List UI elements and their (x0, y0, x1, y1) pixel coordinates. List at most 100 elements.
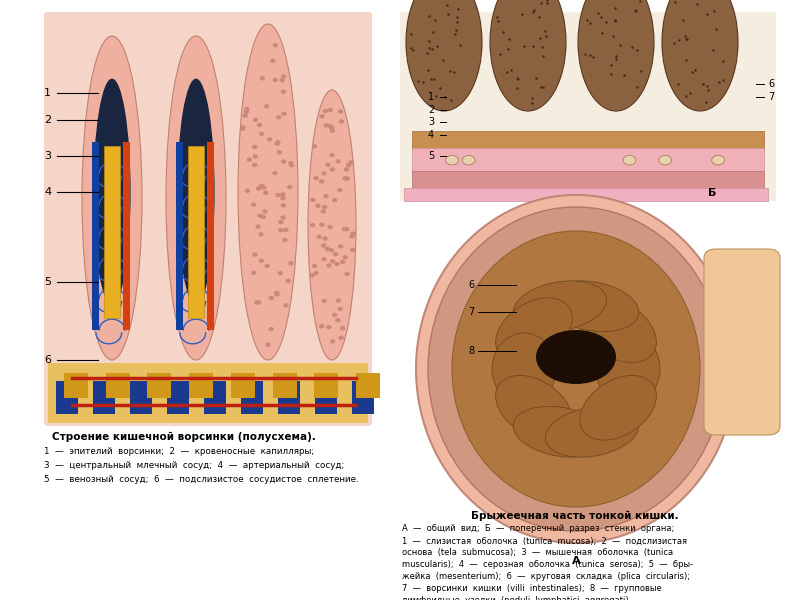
Circle shape (345, 168, 349, 171)
Circle shape (280, 79, 284, 82)
Circle shape (274, 79, 278, 82)
Circle shape (346, 177, 350, 180)
Circle shape (253, 163, 257, 166)
Text: Б: Б (708, 188, 716, 198)
Ellipse shape (496, 376, 572, 440)
Text: 5  —  венозный  сосуд;  6  —  подслизистое  сосудистое  сплетение.: 5 — венозный сосуд; 6 — подслизистое сос… (44, 475, 358, 484)
Circle shape (258, 124, 262, 127)
Circle shape (322, 172, 326, 175)
Ellipse shape (546, 406, 638, 457)
Circle shape (278, 151, 282, 154)
Circle shape (310, 274, 314, 277)
Circle shape (334, 253, 338, 256)
Circle shape (320, 223, 324, 226)
Bar (241, 381, 263, 414)
Circle shape (257, 187, 261, 190)
Circle shape (260, 77, 264, 80)
Ellipse shape (496, 298, 572, 362)
Bar (352, 381, 374, 414)
Circle shape (320, 115, 324, 118)
Circle shape (289, 262, 293, 265)
Text: 4: 4 (44, 187, 51, 197)
Text: 5: 5 (44, 277, 51, 287)
Circle shape (246, 189, 250, 192)
Circle shape (712, 155, 725, 165)
Text: 1: 1 (44, 88, 51, 98)
Ellipse shape (94, 79, 130, 305)
Bar (56, 381, 78, 414)
Circle shape (266, 265, 270, 268)
Circle shape (333, 199, 337, 202)
Circle shape (316, 204, 320, 207)
Circle shape (345, 272, 349, 275)
Text: Брыжеечная часть тонкой кишки.: Брыжеечная часть тонкой кишки. (470, 511, 678, 521)
Circle shape (314, 272, 318, 275)
Bar (412, 148, 764, 172)
Circle shape (259, 184, 263, 187)
Ellipse shape (514, 406, 606, 457)
Circle shape (330, 248, 334, 251)
Circle shape (257, 301, 261, 304)
Circle shape (346, 164, 350, 167)
Circle shape (310, 224, 314, 227)
Bar (104, 146, 120, 318)
Circle shape (323, 237, 327, 240)
Text: Строение кишечной ворсинки (полусхема).: Строение кишечной ворсинки (полусхема). (52, 432, 316, 442)
Bar (315, 381, 338, 414)
Circle shape (255, 301, 259, 304)
Circle shape (252, 271, 256, 274)
Circle shape (265, 105, 269, 108)
Ellipse shape (580, 298, 656, 362)
Ellipse shape (82, 36, 142, 360)
Bar (404, 188, 768, 201)
Ellipse shape (452, 231, 700, 507)
Bar (207, 142, 214, 330)
Bar (400, 12, 776, 201)
Circle shape (319, 325, 323, 328)
Text: muscularis);  4  —  серозная  оболочка  (tunica  serosa);  5  —  бры-: muscularis); 4 — серозная оболочка (tuni… (402, 560, 693, 569)
Circle shape (269, 328, 273, 331)
Circle shape (327, 326, 331, 329)
Ellipse shape (178, 79, 214, 305)
Circle shape (330, 127, 334, 130)
Text: 7  —  ворсинки  кишки  (villi  intestinales);  8  —  групповые: 7 — ворсинки кишки (villi intestinales);… (402, 584, 662, 593)
Circle shape (275, 142, 279, 145)
Circle shape (658, 155, 671, 165)
Text: 3  —  центральный  млечный  сосуд;  4  —  артериальный  сосуд;: 3 — центральный млечный сосуд; 4 — артер… (44, 461, 344, 470)
Bar (204, 381, 226, 414)
Circle shape (241, 126, 245, 129)
Circle shape (283, 238, 287, 241)
Circle shape (274, 292, 278, 295)
Circle shape (313, 145, 317, 148)
Ellipse shape (308, 90, 356, 360)
Circle shape (244, 110, 248, 113)
Text: А  —  общий  вид;  Б  —  поперечный  разрез  стенки  органа;: А — общий вид; Б — поперечный разрез сте… (402, 524, 674, 533)
Ellipse shape (490, 0, 566, 111)
Bar (147, 373, 171, 398)
Circle shape (259, 259, 263, 262)
Ellipse shape (514, 281, 606, 332)
Text: 2: 2 (44, 115, 51, 125)
Circle shape (281, 193, 285, 196)
Circle shape (245, 107, 249, 110)
Circle shape (282, 75, 286, 78)
Text: 3: 3 (428, 117, 434, 127)
Circle shape (324, 124, 328, 127)
Circle shape (276, 194, 280, 197)
Ellipse shape (492, 333, 556, 405)
Circle shape (338, 110, 342, 113)
Text: 3: 3 (44, 151, 51, 161)
Circle shape (336, 160, 340, 163)
Circle shape (270, 296, 274, 299)
Circle shape (322, 206, 326, 209)
Text: основа  (tela  submucosa);  3  —  мышечная  оболочка  (tunica: основа (tela submucosa); 3 — мышечная об… (402, 548, 673, 557)
Bar (356, 373, 380, 398)
Circle shape (330, 168, 334, 171)
Circle shape (338, 307, 342, 310)
Circle shape (330, 340, 334, 343)
Circle shape (336, 299, 340, 302)
Text: 6: 6 (468, 280, 474, 290)
Circle shape (277, 116, 281, 119)
Circle shape (278, 272, 282, 275)
Ellipse shape (580, 376, 656, 440)
